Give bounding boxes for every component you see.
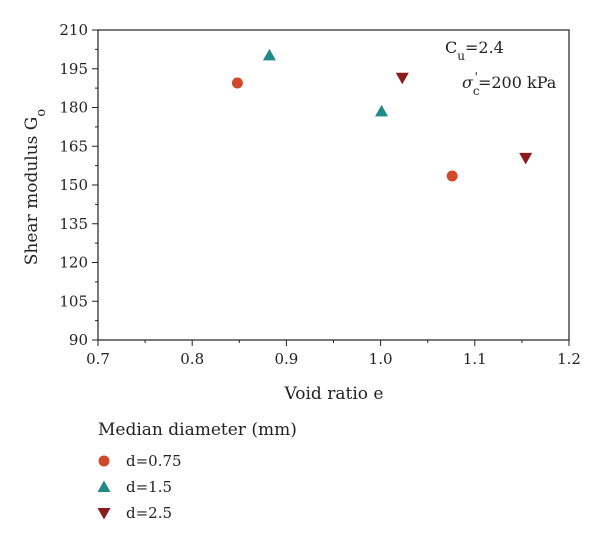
x-tick-label: 0.9 [274,350,298,368]
annotation-cu: Cu=2.4 [445,38,504,63]
data-point-series-3 [519,152,533,165]
axis-ticks: 0.7 0.8 0.9 1.0 1.1 1.2 90 105 120 135 150 165 180 19… [59,21,581,368]
x-tick-label: 1.0 [369,350,393,368]
legend-item: d=0.75 [98,448,297,474]
x-axis-title: Void ratio e [284,384,384,404]
x-tick-label: 1.2 [557,350,581,368]
legend-marker-icon [98,508,111,520]
legend-title: Median diameter (mm) [98,420,297,440]
legend-label: d=0.75 [126,452,182,470]
y-tick-label: 135 [59,215,88,233]
data-point-series-2 [262,48,276,61]
y-tick-label: 195 [59,60,88,78]
plot-marks [231,48,533,182]
y-tick-label: 105 [59,292,88,310]
legend-marker-icon [98,455,110,467]
y-axis-title: Shear modulus Go [22,109,49,266]
scatter-chart: 0.7 0.8 0.9 1.0 1.1 1.2 90 105 120 135 150 165 180 19… [22,21,581,404]
legend-marker-icon [98,480,111,492]
plot-frame [97,29,570,341]
y-tick-label: 120 [59,254,88,272]
data-point-series-1 [231,77,243,89]
legend: Median diameter (mm) d=0.75 d=1.5 d=2.5 [98,420,297,526]
y-tick-label: 210 [59,21,88,39]
annotation-sigma: σc'=200 kPa [462,70,557,98]
legend-item: d=1.5 [98,474,297,500]
y-tick-label: 165 [59,137,88,155]
x-tick-label: 0.8 [180,350,204,368]
x-tick-label: 1.1 [463,350,487,368]
legend-marker-shape [98,508,111,520]
y-tick-label: 150 [59,176,88,194]
legend-items: d=0.75 d=1.5 d=2.5 [98,448,297,526]
legend-label: d=1.5 [126,478,173,496]
x-tick-label: 0.7 [86,350,110,368]
legend-marker-shape [98,455,110,467]
data-point-series-2 [375,104,389,117]
y-tick-label: 90 [69,331,88,349]
data-point-series-3 [395,72,409,85]
legend-item: d=2.5 [98,500,297,526]
y-tick-label: 180 [59,99,88,117]
legend-marker-shape [98,480,111,492]
data-point-series-1 [446,170,458,182]
legend-label: d=2.5 [126,504,173,522]
